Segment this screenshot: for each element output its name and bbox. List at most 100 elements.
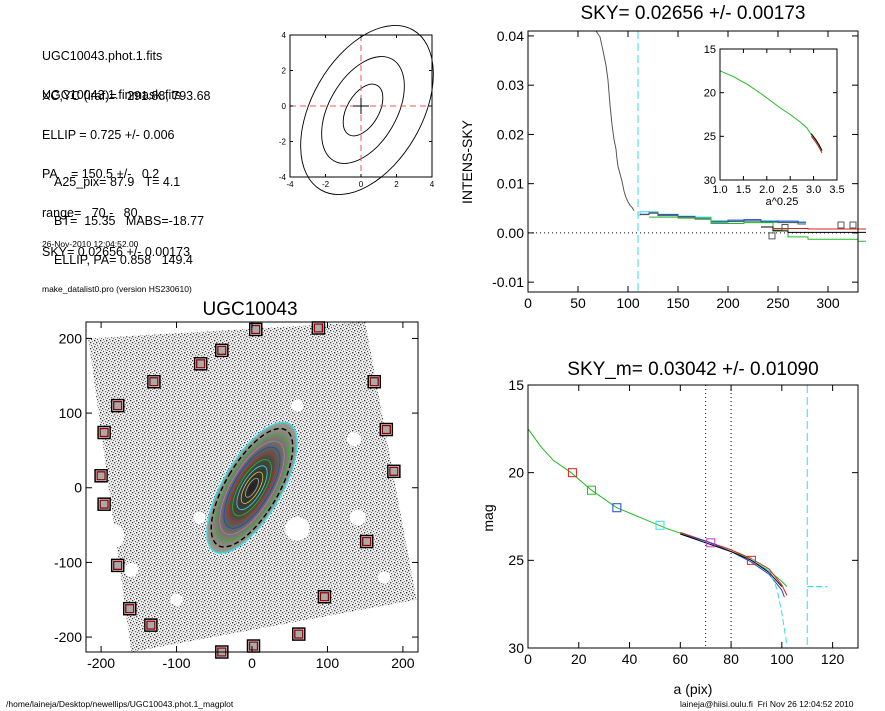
x-tick-label: 3.5 [829,184,844,196]
x-tick-label: 2.0 [759,184,774,196]
star-mask-box [112,559,124,571]
star-mask-box-inner [320,593,328,601]
star-mask-box [124,603,136,615]
star-mask-box [98,498,110,510]
star-mask-box [318,591,330,603]
star-mask-box [145,619,157,631]
inset-profile-curve-black [811,134,822,151]
x-tick-label: 4 [430,180,435,189]
star-mask-box-inner [252,325,260,333]
mag-xlabel: a (pix) [674,681,713,697]
sample-marker [747,556,755,564]
star-mask-box [380,424,392,436]
x-tick-label: 0 [248,655,256,671]
star-mask-box-inner [100,500,108,508]
plot-frame [720,49,837,180]
x-tick-label: 20 [571,651,587,667]
star-mask-box [216,344,228,356]
star-mask-box-inner [147,621,155,629]
inset-profile-curve [720,71,822,151]
star-mask-box-inner [314,324,322,332]
sky-sample-marker [782,224,788,230]
y-tick-label: 30 [704,175,716,187]
inset-xlabel: a^0.25 [766,196,799,208]
info-line: ELLIP = 0.725 +/- 0.006 [42,129,211,142]
residual-step-series [761,227,866,232]
info-block-d: 26-Nov-2010 12:04:52.00 make_datalist0.p… [42,207,192,312]
isophote-ellipse [213,439,290,536]
y-tick-label: 15 [704,44,716,56]
y-tick-label: 30 [508,640,524,656]
y-tick-label: 200 [59,330,83,346]
isophote-ellipse [219,447,285,529]
y-tick-label: -200 [54,629,82,645]
x-tick-label: 50 [570,295,586,311]
y-tick-label: 0.03 [497,77,524,93]
star-mask-box [293,628,305,640]
mag-ylabel: mag [480,504,496,531]
x-tick-label: 100 [316,655,340,671]
star-mask-box [195,358,207,370]
y-tick-label: -0.01 [492,274,524,290]
star-mask-box [250,323,262,335]
y-tick-label: -2 [279,137,287,146]
mag-title: SKY_m= 0.03042 +/- 0.01090 [567,359,818,380]
isophote-ellipse [237,469,267,507]
y-tick-label: 15 [508,377,524,393]
star-mask-box [388,465,400,477]
mag-profile-line [680,534,782,587]
x-tick-label: 100 [770,651,794,667]
inset-background [720,49,837,180]
y-tick-label: 2 [282,66,287,75]
info-line: UGC10043.phot.1.fits [42,50,181,63]
sample-marker [568,469,576,477]
info-line: make_datalist0.pro (version HS230610) [42,282,192,297]
star-mask-box-inner [114,402,122,410]
star-mask-box-inner [363,538,371,546]
masked-region [124,563,138,577]
masked-region [378,571,390,583]
plot-frame [86,322,418,652]
contour-ring [273,3,461,218]
star-mask-box-inner [218,648,226,656]
y-tick-label: 0 [74,480,82,496]
info-line: XC,YC (iraf)= 291.88, 793.68 [42,90,211,103]
isophote-ellipse [207,432,296,544]
x-tick-label: 120 [821,651,845,667]
star-mask-box [361,536,373,548]
x-tick-label: -2 [322,180,330,189]
x-tick-label: 200 [391,655,415,671]
intensity-profile-line [596,31,634,211]
intens-ylabel: INTENS-SKY [459,119,475,204]
x-tick-label: 200 [716,295,740,311]
y-tick-label: 20 [508,465,524,481]
y-tick-label: 0 [282,102,287,111]
y-tick-label: -4 [279,173,287,182]
y-tick-label: 20 [704,88,716,100]
sky-sample-marker [769,233,775,239]
masked-region [100,524,124,548]
x-tick-label: 2 [394,180,399,189]
star-mask-box [98,426,110,438]
x-tick-label: 0 [524,295,532,311]
x-tick-label: -4 [286,180,294,189]
y-tick-label: 100 [59,405,83,421]
intens-title: SKY= 0.02656 +/- 0.00173 [580,3,805,24]
star-mask-box-inner [370,378,378,386]
star-mask-box-inner [295,630,303,638]
sample-marker [707,539,715,547]
x-tick-label: 150 [666,295,690,311]
x-tick-label: 80 [723,651,739,667]
image-title: UGC10043 [202,299,297,320]
star-mask-box [216,646,228,658]
star-mask-box [248,640,260,652]
sky-sample-marker [838,222,844,228]
residual-step-series [640,213,806,224]
star-mask-box [148,376,160,388]
info-line: A25_pix= 87.9 T= 4.1 [54,176,204,189]
x-tick-label: 1.0 [712,184,727,196]
sample-marker [656,521,664,529]
y-tick-label: 0.00 [497,225,524,241]
